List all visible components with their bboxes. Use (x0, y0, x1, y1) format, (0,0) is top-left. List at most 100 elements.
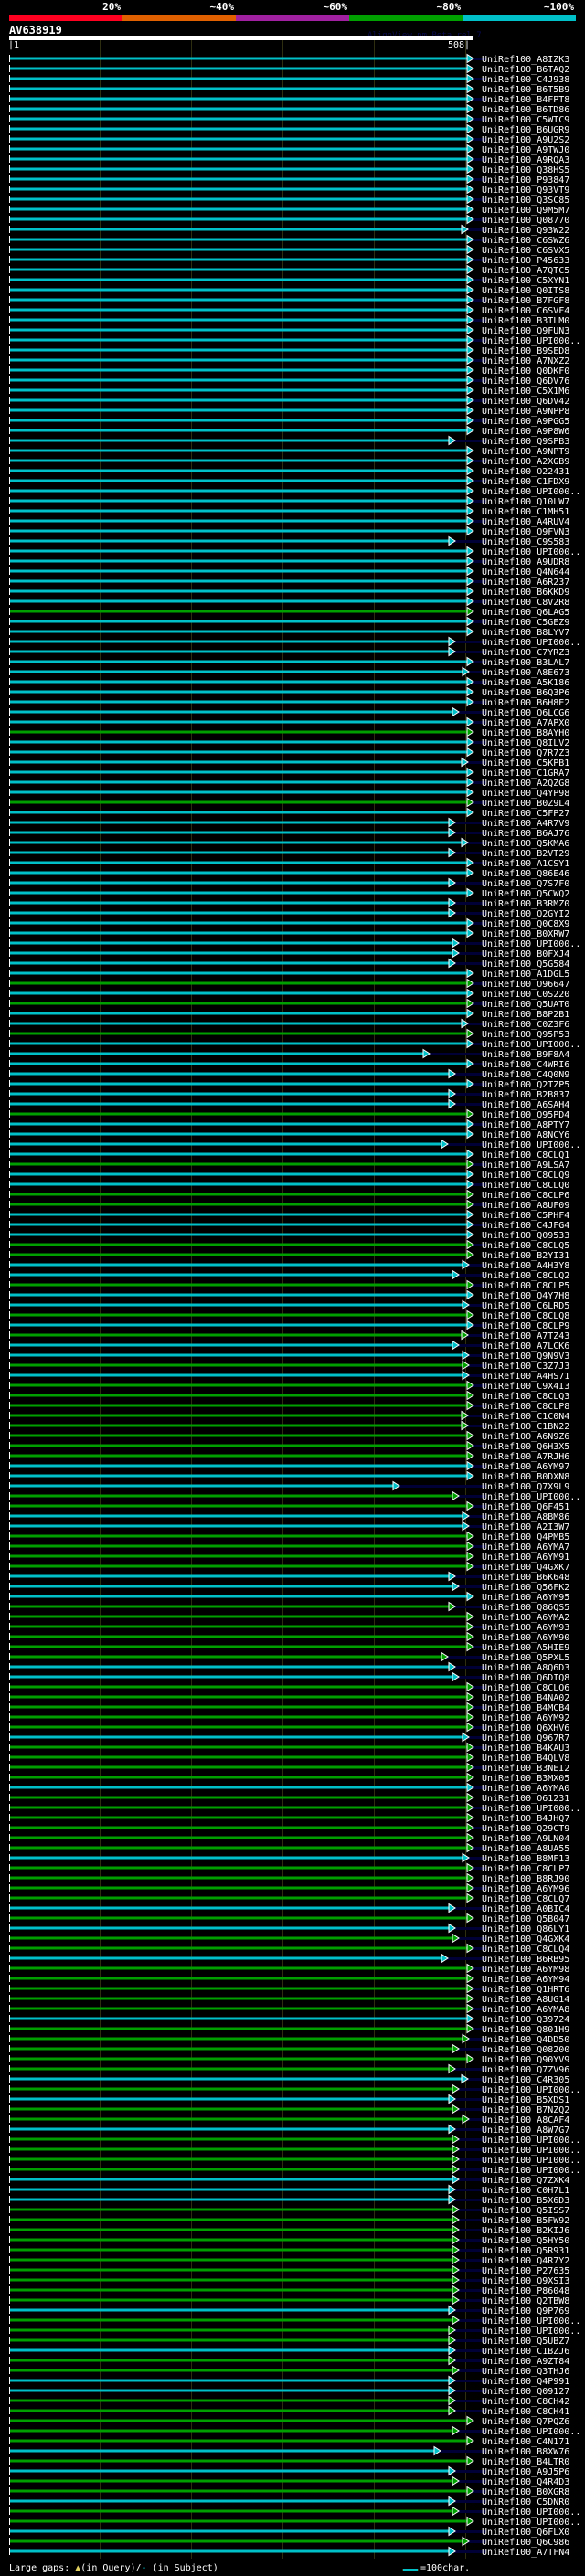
hit-arrow-icon (466, 63, 474, 74)
subject-tail (466, 842, 486, 844)
hit-arrow-icon (466, 1983, 474, 1994)
hit-label: UniRef100_Q09533 (482, 1231, 569, 1241)
identity-segment (9, 15, 122, 21)
hit-bar (9, 2509, 453, 2513)
hit-label: UniRef100_C8CLQ6 (482, 1683, 569, 1693)
subject-tail (472, 1224, 486, 1226)
hit-label: UniRef100_A7QTC5 (482, 266, 569, 276)
subject-tail (467, 2540, 486, 2543)
hit-bar (9, 529, 468, 533)
hit-label: UniRef100_A7TFN4 (482, 2548, 569, 2558)
subject-tail (457, 2369, 486, 2372)
hit-bar (9, 147, 468, 151)
hit-arrow-icon (466, 1309, 474, 1320)
hit-arrow-icon (466, 867, 474, 878)
hit-arrow-icon (466, 2486, 474, 2496)
hit-bar (9, 1172, 468, 1176)
subject-tail (472, 379, 486, 382)
hit-label: UniRef100_A4H3Y8 (482, 1261, 569, 1271)
hit-label: UniRef100_A2XGB9 (482, 457, 569, 467)
hit-arrow-icon (466, 83, 474, 94)
hit-bar (9, 1484, 394, 1488)
hit-label: UniRef100_B6RB95 (482, 1955, 569, 1965)
hit-arrow-icon (452, 2134, 460, 2145)
hit-bar (9, 790, 468, 794)
subject-tail (466, 1334, 486, 1337)
hit-label: UniRef100_A8UG14 (482, 1995, 569, 2005)
hit-arrow-icon (466, 1591, 474, 1602)
hit-arrow-icon (448, 2094, 456, 2104)
hit-bar (9, 680, 468, 684)
hit-arrow-icon (448, 1098, 456, 1109)
subject-tail (472, 1706, 486, 1709)
subject-tail (457, 2148, 486, 2151)
hit-label: UniRef100_UPI000.. (482, 2085, 580, 2095)
subject-tail (453, 1907, 486, 1910)
hit-label: UniRef100_C1GRA7 (482, 769, 569, 779)
hit-label: UniRef100_Q8ILV2 (482, 738, 569, 748)
hit-bar (9, 1876, 468, 1880)
subject-tail (472, 1867, 486, 1870)
subject-tail (467, 1264, 486, 1267)
hit-bar (9, 509, 468, 513)
subject-tail (467, 1364, 486, 1367)
hit-bar (9, 1776, 468, 1779)
hit-arrow-icon (466, 133, 474, 144)
hit-arrow-icon (466, 747, 474, 758)
hit-arrow-icon (448, 636, 456, 647)
hit-label: UniRef100_UPI000.. (482, 547, 580, 557)
hit-label: UniRef100_P93847 (482, 175, 569, 186)
hit-bar (9, 1313, 468, 1317)
subject-tail (472, 922, 486, 925)
query-gap-icon: ▲ (75, 2563, 81, 2573)
hit-bar (9, 1233, 468, 1236)
hit-label: UniRef100_A6YMA8 (482, 2005, 569, 2015)
hit-arrow-icon (461, 2073, 469, 2084)
hit-arrow-icon (452, 2475, 460, 2486)
hit-label: UniRef100_A8PTY7 (482, 1120, 569, 1130)
hit-bar (9, 97, 468, 101)
hit-bar (9, 207, 468, 211)
query-gap-label: (in Query)/ (80, 2563, 142, 2573)
hit-label: UniRef100_Q95PD4 (482, 1110, 569, 1120)
hit-arrow-icon (462, 2033, 470, 2044)
subject-tail (472, 580, 486, 583)
hit-bar (9, 2178, 453, 2181)
subject-tail (457, 2510, 486, 2513)
hit-arrow-icon (466, 1752, 474, 1763)
hit-label: UniRef100_Q6LAG5 (482, 608, 569, 618)
hit-bar (9, 137, 468, 141)
hit-arrow-icon (466, 334, 474, 345)
hit-arrow-icon (466, 1882, 474, 1893)
hit-bar (9, 1012, 468, 1015)
subject-tail (453, 2199, 486, 2201)
hit-bar (9, 2469, 450, 2473)
hit-bar (9, 2238, 453, 2242)
hit-arrow-icon (461, 1420, 469, 1431)
hit-bar (9, 2529, 450, 2533)
hit-arrow-icon (466, 1872, 474, 1883)
subject-tail (453, 1606, 486, 1608)
hit-bar (9, 1987, 468, 1990)
subject-tail (472, 1988, 486, 1990)
subject-tail (446, 1957, 486, 1960)
hit-bar (9, 489, 468, 493)
subject-tail (453, 882, 486, 885)
hit-label: UniRef100_Q9XSI3 (482, 2276, 569, 2286)
hit-arrow-icon (448, 1571, 456, 1582)
hit-bar (9, 2168, 453, 2171)
hit-bar (9, 87, 468, 90)
subject-tail (457, 1937, 486, 1940)
hit-bar (9, 167, 468, 171)
hit-label: UniRef100_Q9N9V3 (482, 1352, 569, 1362)
hit-label: UniRef100_C8CLQ7 (482, 1894, 569, 1904)
hit-arrow-icon (466, 1500, 474, 1511)
query-bar (9, 36, 473, 40)
subject-tail (398, 1485, 486, 1488)
subject-tail (472, 1766, 486, 1769)
hit-label: UniRef100_UPI000.. (482, 2427, 580, 2437)
hit-label: UniRef100_B2VT29 (482, 849, 569, 859)
hit-label: UniRef100_Q93VT9 (482, 186, 569, 196)
hit-label: UniRef100_Q29CT9 (482, 1824, 569, 1834)
hit-label: UniRef100_C0Z3F6 (482, 1020, 569, 1030)
